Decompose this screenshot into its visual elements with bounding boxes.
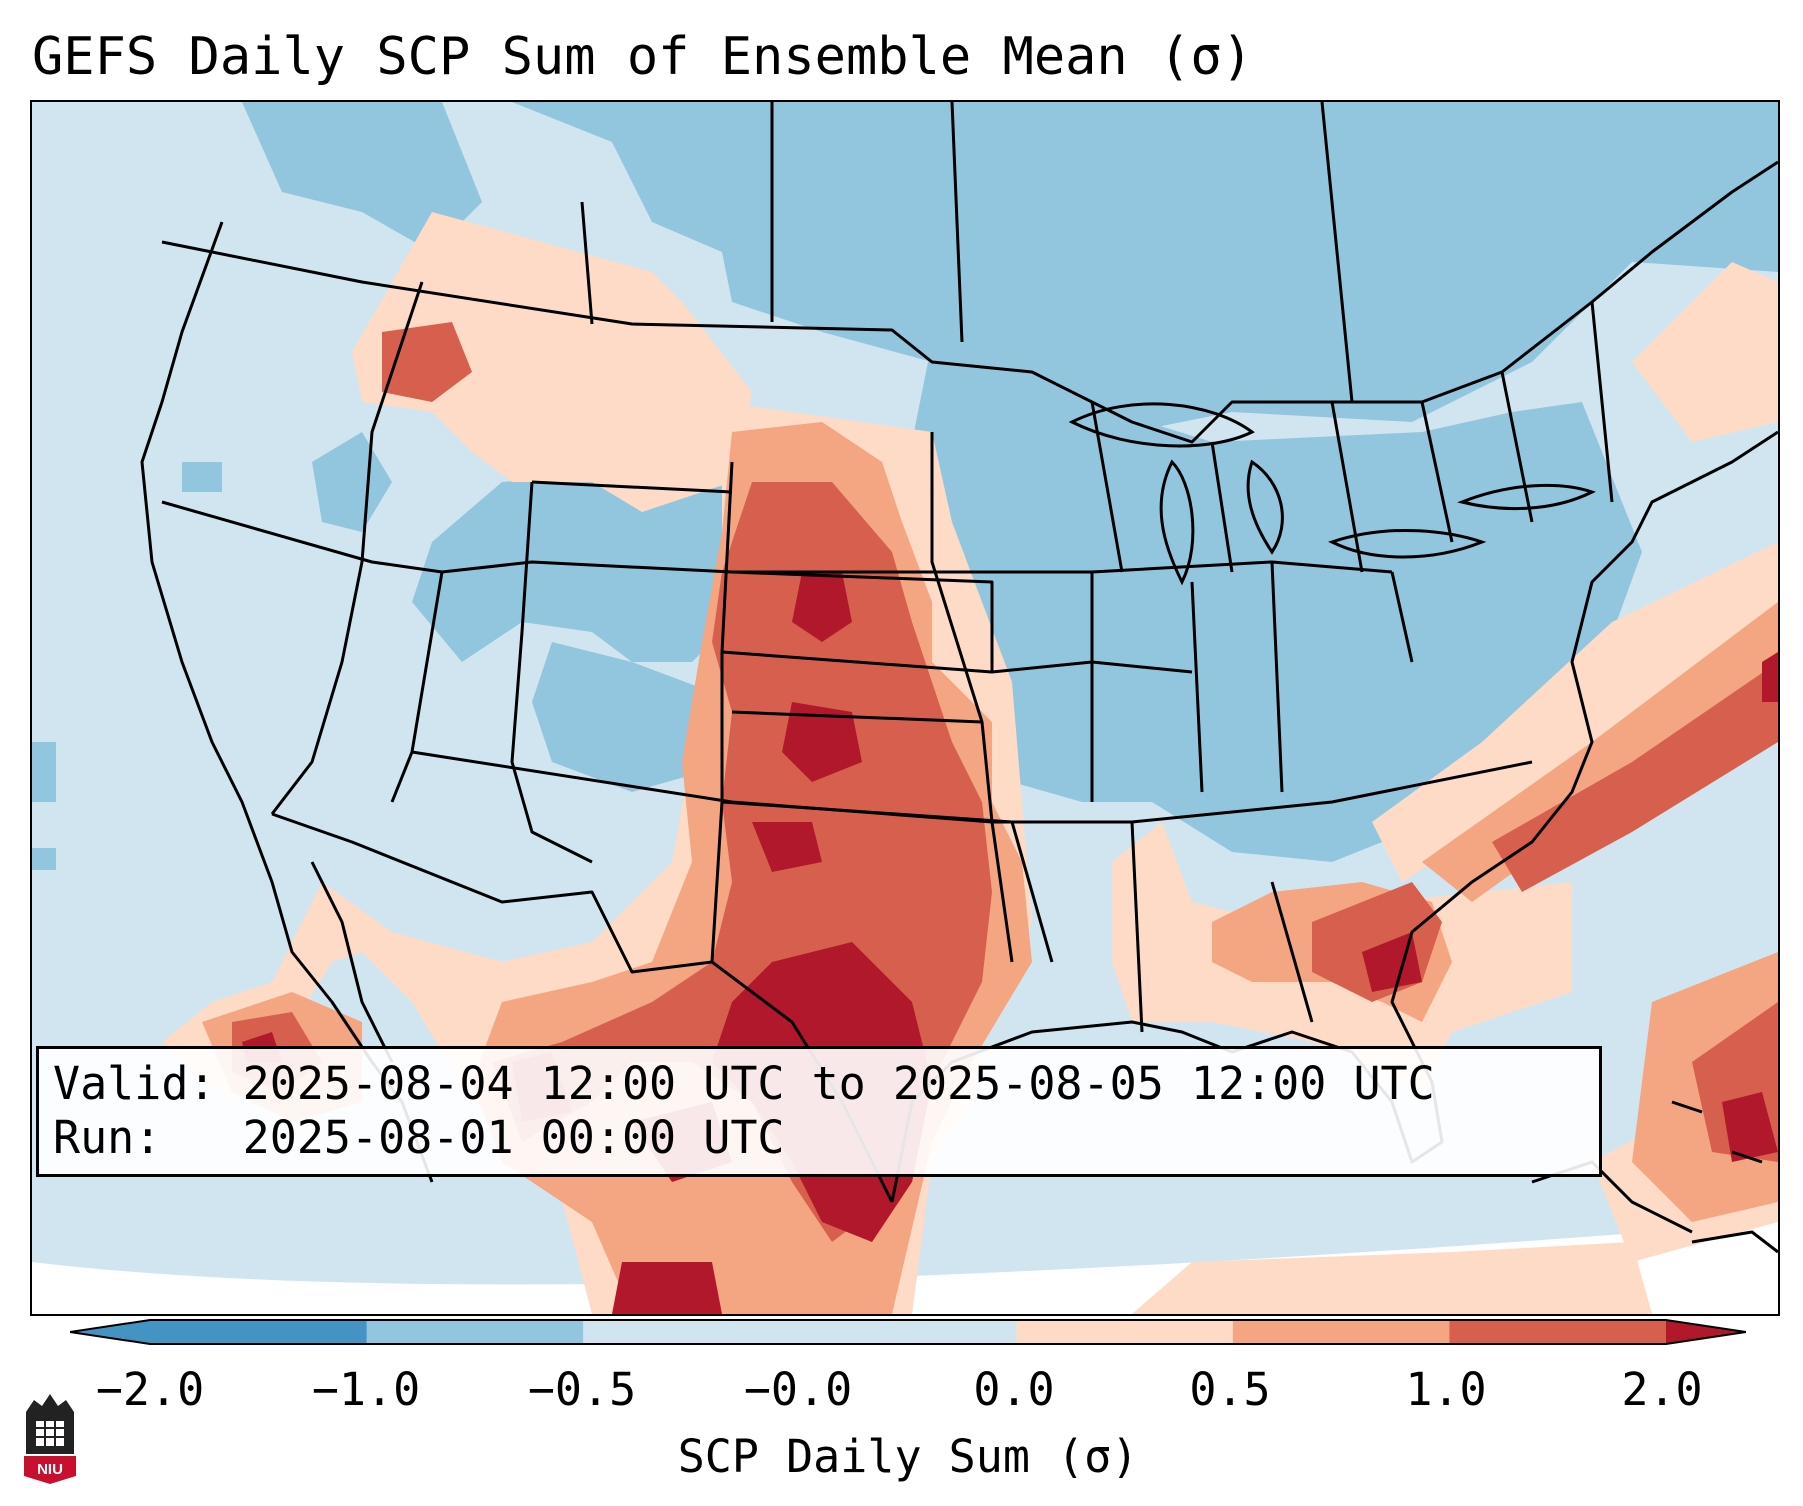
colorbar-tick-label: 1.0 (1405, 1363, 1487, 1416)
colorbar-tick-label: 0.0 (973, 1363, 1055, 1416)
colorbar-segments (150, 1320, 1667, 1344)
colorbar-tick-label: 2.0 (1621, 1363, 1703, 1416)
colorbar-tick-label: −0.0 (743, 1363, 853, 1416)
colorbar-outline (70, 1319, 1746, 1345)
valid-run-info-box: Valid: 2025-08-04 12:00 UTC to 2025-08-0… (36, 1046, 1602, 1177)
colorbar (70, 1319, 1746, 1345)
colorbar-bin (366, 1320, 584, 1344)
colorbar-bin (799, 1320, 1017, 1344)
logo-text: NIU (37, 1461, 63, 1478)
valid-value: 2025-08-04 12:00 UTC to 2025-08-05 12:00… (242, 1057, 1435, 1110)
valid-label: Valid: (53, 1057, 216, 1110)
colorbar-tick-label: −0.5 (527, 1363, 637, 1416)
colorbar-tick-label: −1.0 (311, 1363, 421, 1416)
colorbar-under-arrow (70, 1320, 150, 1344)
run-label: Run: (53, 1111, 162, 1164)
run-value: 2025-08-01 00:00 UTC (242, 1111, 785, 1164)
colorbar-bin (1016, 1320, 1234, 1344)
colorbar-tick-label: −2.0 (95, 1363, 205, 1416)
colorbar-bin (1449, 1320, 1667, 1344)
chart-title: GEFS Daily SCP Sum of Ensemble Mean (σ) (32, 27, 1253, 87)
colorbar-bin (150, 1320, 368, 1344)
niu-logo: NIU (24, 1394, 76, 1484)
colorbar-label: SCP Daily Sum (σ) (677, 1430, 1139, 1483)
great-lakes (1068, 402, 1596, 586)
state-boundaries (140, 102, 1778, 1203)
colorbar-bin (1232, 1320, 1450, 1344)
colorbar-bin (583, 1320, 801, 1344)
colorbar-over-arrow (1666, 1320, 1746, 1344)
colorbar-tick-label: 0.5 (1189, 1363, 1271, 1416)
